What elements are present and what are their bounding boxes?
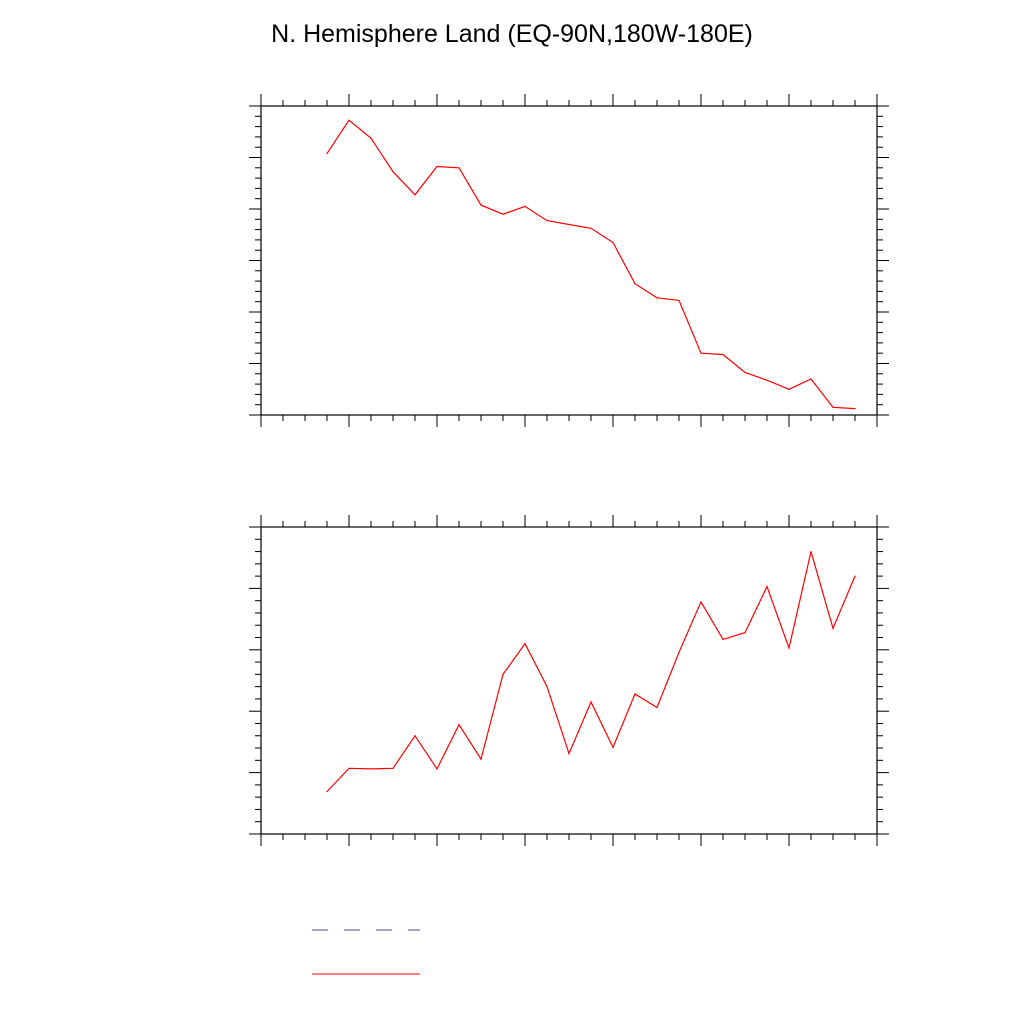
plot-panel-2	[249, 515, 889, 846]
series-point	[678, 651, 680, 653]
series-point	[480, 204, 482, 206]
page-title: N. Hemisphere Land (EQ-90N,180W-180E)	[271, 20, 753, 48]
series-point	[546, 686, 548, 688]
series-point	[854, 407, 856, 410]
legend	[312, 929, 420, 975]
plot-panel-1	[249, 94, 889, 427]
series-point	[678, 299, 680, 302]
series-point	[414, 194, 416, 196]
series-point	[788, 647, 790, 649]
series-point	[766, 585, 768, 588]
series-point	[348, 119, 350, 121]
series-point	[700, 352, 702, 354]
series-point	[634, 283, 636, 285]
series-point	[766, 379, 768, 381]
series-point	[832, 627, 834, 629]
series-point	[392, 171, 394, 173]
series-point	[612, 241, 614, 244]
series-point	[348, 767, 350, 769]
series-line	[326, 551, 856, 793]
series-point	[480, 758, 482, 760]
series-point	[502, 213, 504, 215]
plot-frame	[260, 105, 878, 416]
series-point	[656, 297, 658, 299]
series-point	[832, 406, 834, 408]
series-point	[810, 550, 812, 553]
series-point	[590, 701, 592, 703]
series-point	[458, 724, 460, 726]
series-point	[788, 388, 790, 390]
series-point	[634, 693, 636, 695]
series-point	[524, 205, 526, 208]
series-point	[326, 153, 328, 155]
series-point	[590, 227, 592, 229]
series-point	[722, 353, 724, 356]
series-point	[458, 167, 460, 169]
series-point	[568, 752, 570, 755]
series-point	[436, 768, 438, 770]
series-point	[656, 706, 658, 709]
series-point	[370, 768, 372, 770]
series-point	[568, 223, 570, 226]
series-point	[744, 632, 746, 634]
plot-frame	[260, 526, 878, 835]
series-point	[524, 643, 526, 645]
series-point	[744, 371, 746, 374]
series-point	[502, 673, 504, 675]
series-point	[722, 638, 724, 640]
series-point	[700, 601, 702, 603]
series-point	[546, 219, 548, 222]
series-point	[612, 746, 614, 749]
series-point	[810, 378, 812, 380]
series-point	[436, 165, 438, 168]
series-point	[392, 767, 394, 769]
series-point	[854, 575, 856, 577]
series-line	[326, 119, 856, 410]
series-point	[414, 735, 416, 737]
series-point	[370, 137, 372, 139]
series-point	[326, 791, 328, 793]
plots-group	[249, 94, 889, 846]
